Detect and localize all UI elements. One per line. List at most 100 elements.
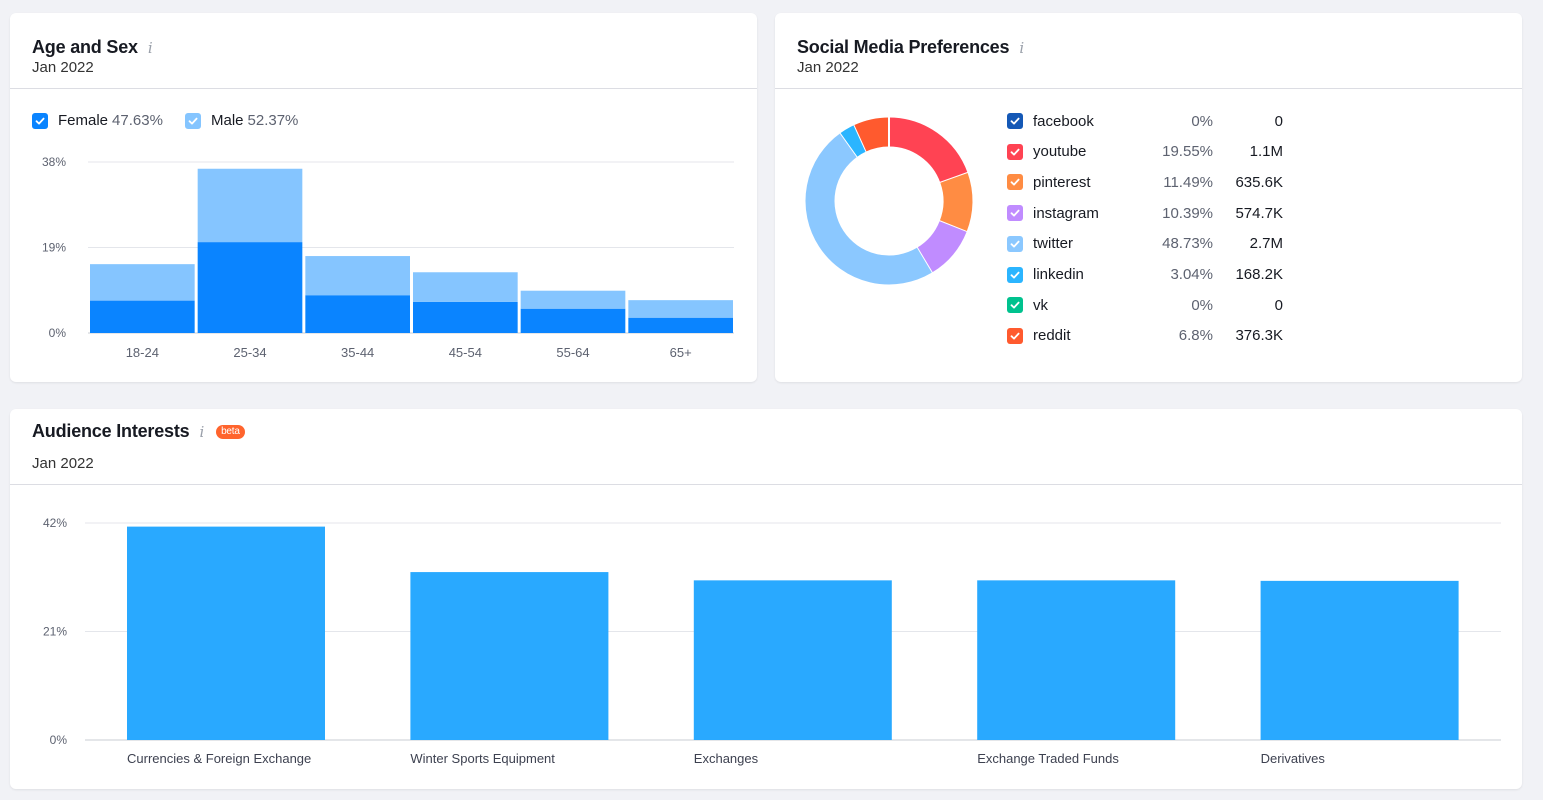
legend-name: pinterest: [1033, 173, 1091, 191]
y-tick-label: 19%: [42, 241, 66, 255]
info-icon[interactable]: i: [147, 38, 153, 57]
bar-interest-4[interactable]: [1260, 580, 1459, 740]
legend-pct: 48.73%: [1162, 235, 1213, 253]
bar-female-65+[interactable]: [628, 317, 733, 333]
bar-female-55-64[interactable]: [520, 308, 626, 333]
bar-female-25-34[interactable]: [197, 242, 303, 333]
bar-male-55-64[interactable]: [520, 290, 626, 309]
checkbox-icon[interactable]: [1007, 205, 1023, 222]
audience-interests-chart: 0% 21% 42% Currencies & Foreign Exchange Win…: [43, 516, 1501, 766]
legend-pct: 0%: [1191, 112, 1213, 130]
y-tick-label: 0%: [50, 733, 68, 747]
legend-item-twitter[interactable]: twitter 48.73% 2.7M: [1007, 234, 1283, 254]
legend-female[interactable]: Female 47.63%: [32, 112, 163, 129]
donut-slice-instagram[interactable]: [916, 220, 967, 273]
legend-item-facebook[interactable]: facebook 0% 0: [1007, 111, 1283, 131]
age-sex-title-text: Age and Sex: [32, 37, 138, 57]
x-tick-label: Derivatives: [1261, 751, 1326, 766]
checkbox-icon[interactable]: [1007, 297, 1023, 314]
age-sex-title: Age and Sex i: [32, 37, 153, 58]
social-media-period: Jan 2022: [797, 59, 859, 76]
y-tick-label: 38%: [42, 155, 66, 169]
legend-name: twitter: [1033, 235, 1074, 253]
checkbox-icon[interactable]: [1007, 266, 1023, 283]
age-sex-header: Age and Sex i Jan 2022: [10, 13, 757, 89]
y-tick-label: 42%: [43, 516, 67, 530]
social-media-title-text: Social Media Preferences: [797, 37, 1010, 57]
legend-item-instagram[interactable]: instagram 10.39% 574.7K: [1007, 203, 1283, 223]
social-media-title: Social Media Preferences i: [797, 37, 1024, 58]
y-tick-label: 21%: [43, 625, 67, 639]
legend-pct: 3.04%: [1170, 266, 1213, 283]
donut-slice-linkedin[interactable]: [840, 125, 867, 157]
bar-male-25-34[interactable]: [197, 168, 303, 243]
x-tick-label: 45-54: [449, 345, 482, 360]
y-tick-label: 0%: [49, 326, 67, 340]
legend-value: 0: [1274, 112, 1283, 130]
legend-pct: 10.39%: [1162, 204, 1213, 222]
legend-value: 376.3K: [1235, 327, 1283, 345]
bar-male-35-44[interactable]: [305, 256, 410, 296]
bar-female-35-44[interactable]: [305, 295, 410, 333]
x-tick-label: 65+: [670, 345, 692, 360]
donut-slice-pinterest[interactable]: [939, 172, 973, 232]
bar-interest-2[interactable]: [693, 580, 892, 740]
donut-separator: [938, 219, 968, 234]
x-tick-label: Winter Sports Equipment: [410, 751, 555, 766]
bar-interest-0[interactable]: [127, 526, 325, 740]
x-tick-label: Exchange Traded Funds: [977, 751, 1119, 766]
bar-interest-3[interactable]: [977, 580, 1176, 740]
social-media-card: Social Media Preferences i Jan 2022 face…: [775, 13, 1522, 382]
checkbox-icon[interactable]: [1007, 174, 1023, 191]
x-tick-label: Currencies & Foreign Exchange: [127, 751, 311, 766]
age-sex-card: Age and Sex i Jan 2022 Female 47.63% Mal…: [10, 13, 757, 382]
male-checkbox-icon[interactable]: [185, 112, 201, 129]
audience-interests-header: Audience Interests i beta Jan 2022: [10, 409, 1522, 485]
bar-male-45-54[interactable]: [413, 272, 518, 302]
checkbox-icon[interactable]: [1007, 327, 1023, 344]
male-pct: 52.37%: [247, 112, 299, 129]
legend-name: reddit: [1033, 327, 1071, 345]
female-pct: 47.63%: [112, 112, 163, 129]
male-label: Male: [211, 112, 244, 129]
legend-item-pinterest[interactable]: pinterest 11.49% 635.6K: [1007, 172, 1283, 192]
legend-item-youtube[interactable]: youtube 19.55% 1.1M: [1007, 142, 1283, 162]
legend-value: 574.7K: [1235, 204, 1283, 222]
info-icon[interactable]: i: [1019, 38, 1024, 57]
legend-pct: 11.49%: [1163, 173, 1213, 191]
legend-pct: 6.8%: [1178, 327, 1213, 345]
legend-item-reddit[interactable]: reddit 6.8% 376.3K: [1007, 326, 1283, 346]
legend-item-vk[interactable]: vk 0% 0: [1007, 295, 1283, 315]
beta-badge: beta: [216, 424, 245, 439]
legend-name: linkedin: [1033, 266, 1084, 283]
info-icon[interactable]: i: [199, 422, 205, 441]
checkbox-icon[interactable]: [1007, 143, 1023, 160]
audience-interests-title-text: Audience Interests: [32, 421, 190, 441]
donut-separator: [853, 123, 868, 153]
bar-male-65+[interactable]: [628, 300, 733, 318]
audience-interests-title: Audience Interests i beta: [32, 421, 245, 442]
legend-name: facebook: [1033, 112, 1094, 130]
bar-female-45-54[interactable]: [413, 301, 518, 333]
donut-slice-reddit[interactable]: [854, 117, 890, 152]
social-media-header: Social Media Preferences i Jan 2022: [775, 13, 1522, 89]
donut-slice-youtube[interactable]: [888, 117, 968, 184]
female-label: Female: [58, 112, 109, 129]
x-tick-label: Exchanges: [694, 751, 759, 766]
legend-value: 0: [1274, 296, 1283, 314]
legend-value: 635.6K: [1235, 173, 1283, 191]
bar-female-18-24[interactable]: [90, 300, 195, 333]
donut-slice-twitter[interactable]: [805, 132, 932, 285]
age-sex-period: Jan 2022: [32, 59, 94, 76]
bar-male-18-24[interactable]: [90, 264, 195, 301]
legend-pct: 0%: [1191, 296, 1213, 314]
x-tick-label: 55-64: [556, 345, 589, 360]
legend-item-linkedin[interactable]: linkedin 3.04% 168.2K: [1007, 265, 1283, 285]
checkbox-icon[interactable]: [1007, 113, 1023, 129]
checkbox-icon[interactable]: [1007, 235, 1023, 252]
audience-interests-card: Audience Interests i beta Jan 2022 0% 21%…: [10, 409, 1522, 789]
legend-male[interactable]: Male 52.37%: [185, 112, 298, 129]
bar-interest-1[interactable]: [410, 572, 609, 740]
female-checkbox-icon[interactable]: [32, 112, 48, 129]
x-tick-label: 25-34: [233, 345, 266, 360]
